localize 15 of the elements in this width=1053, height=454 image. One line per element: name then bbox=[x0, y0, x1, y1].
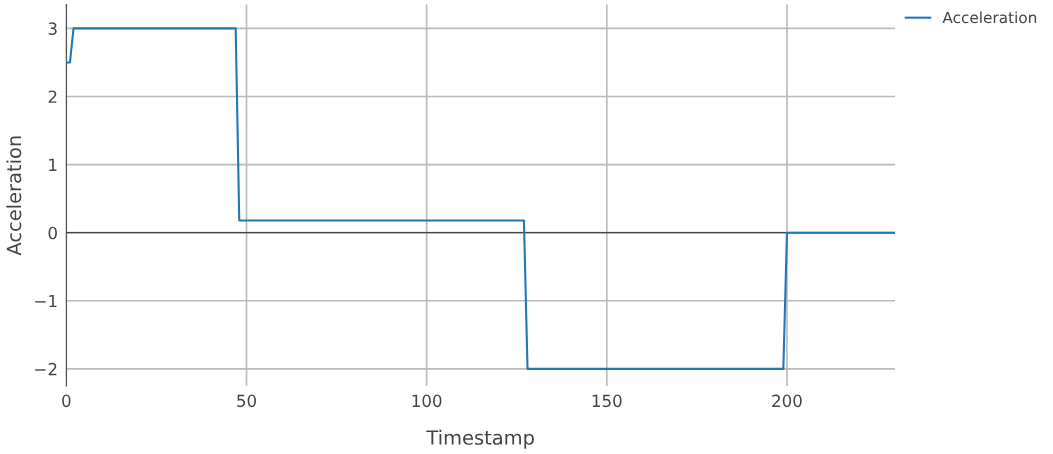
y-tick-label: 2 bbox=[48, 90, 57, 103]
y-axis-title: Acceleration bbox=[6, 136, 22, 256]
y-tick-label: −2 bbox=[35, 362, 57, 376]
y-tick-label: −1 bbox=[35, 294, 57, 308]
x-tick-label: 0 bbox=[62, 394, 71, 408]
x-axis-title: Timestamp bbox=[426, 429, 534, 449]
legend-label: Acceleration bbox=[942, 11, 1037, 24]
y-tick-label: 1 bbox=[49, 158, 57, 171]
x-tick-label: 50 bbox=[237, 394, 256, 408]
y-tick-label: 3 bbox=[48, 22, 57, 35]
line-series bbox=[66, 27, 896, 370]
x-tick-label: 150 bbox=[592, 394, 622, 408]
x-tick-label: 100 bbox=[412, 394, 442, 408]
y-tick-label: 0 bbox=[48, 226, 57, 240]
x-tick-label: 200 bbox=[772, 394, 802, 408]
